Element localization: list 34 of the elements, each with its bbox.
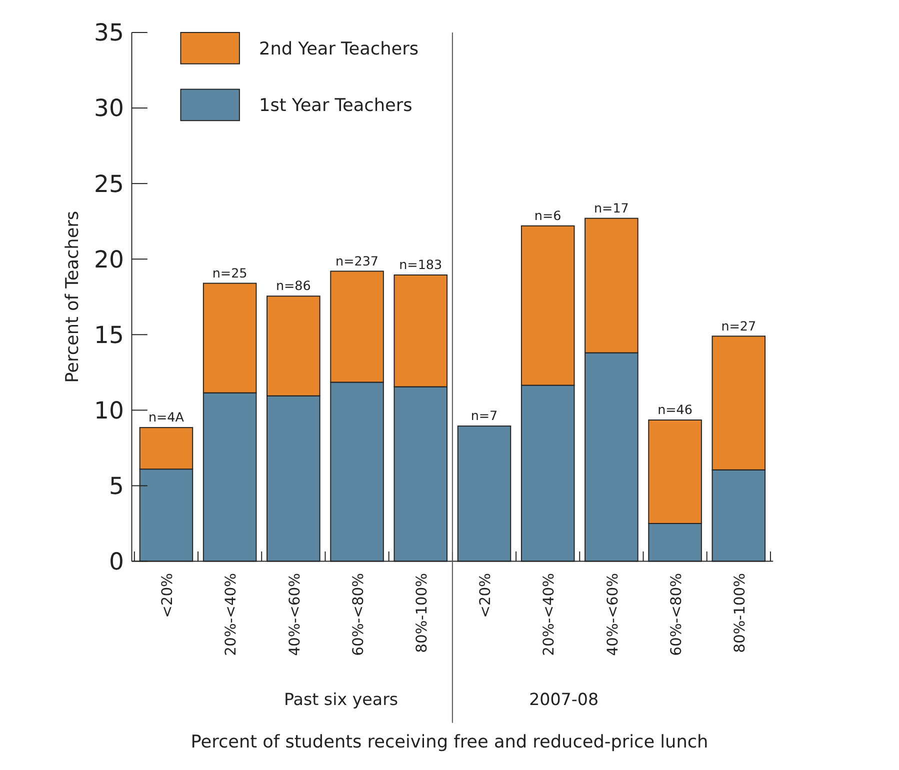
x-tick-label: 60%-<80% [668, 572, 685, 656]
x-tick-label: 80%-100% [414, 572, 431, 653]
annotation: n=6 [534, 208, 562, 223]
text: 2007-08 [529, 690, 599, 710]
y-tick-label: 25 [94, 170, 124, 198]
legend-label: 2nd Year Teachers [259, 39, 419, 60]
y-tick-label: 15 [94, 320, 124, 349]
x-tick-label: 40%-<60% [286, 572, 304, 656]
annotation: n=27 [721, 318, 756, 334]
y-tick-label: 35 [94, 18, 124, 47]
x-tick-label: 80%-100% [732, 572, 749, 653]
y-tick-label: 20 [94, 245, 124, 274]
annotation: n=25 [212, 265, 248, 280]
text: Past six years [284, 690, 398, 710]
x-tick-label: <20% [159, 572, 176, 618]
x-tick-label: <20% [477, 572, 494, 618]
y-axis-title: Percent of Teachers [62, 210, 83, 383]
y-tick-label: 10 [94, 396, 124, 424]
annotation: n=17 [594, 200, 629, 216]
x-tick-label: 20%-<40% [540, 572, 558, 656]
annotation: n=237 [336, 253, 379, 268]
y-tick-label: 0 [108, 547, 124, 576]
x-tick-label: 40%-<60% [604, 572, 622, 656]
x-axis-title: Percent of students receiving free and reduced-price lunch [190, 732, 708, 752]
annotation: n=7 [470, 408, 498, 424]
annotation: n=86 [276, 278, 311, 294]
y-tick-label: 30 [94, 94, 124, 122]
legend-label: 1st Year Teachers [259, 96, 412, 116]
y-tick-label: 5 [108, 472, 124, 500]
annotation: n=4A [148, 410, 184, 425]
annotation: n=46 [658, 402, 693, 418]
x-tick-label: 60%-<80% [350, 572, 367, 656]
x-tick-label: 20%-<40% [222, 572, 240, 656]
annotation: n=183 [399, 257, 442, 272]
